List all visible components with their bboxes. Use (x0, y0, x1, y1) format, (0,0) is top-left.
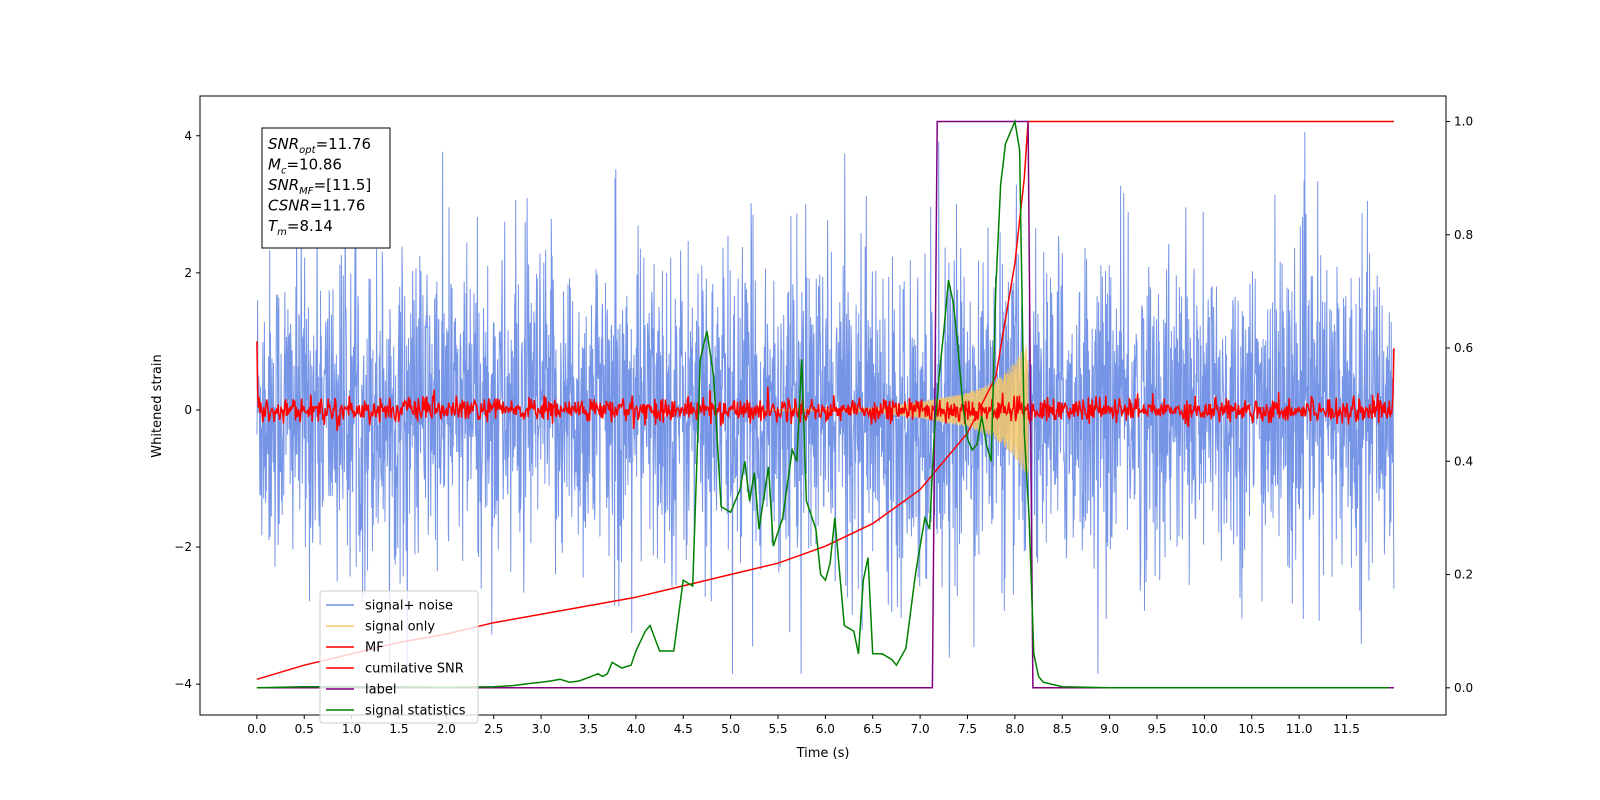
x-tick-label: 4.5 (674, 722, 693, 736)
y-axis-label: Whitened strain (150, 354, 165, 457)
annotation-symbol: CSNR (268, 197, 310, 215)
annotation-line: Tm=8.14 (268, 217, 333, 238)
y2-tick-label: 0.6 (1454, 341, 1473, 355)
x-tick-label: 2.5 (484, 722, 503, 736)
x-axis: 0.0 0.5 1.0 1.5 2.0 2.5 3.0 3.5 4.0 4.5 5.0 5.5 6.0 6… (247, 715, 1360, 736)
series-mf (256, 341, 1395, 431)
series-signal-statistics (256, 118, 1390, 689)
series-signal-noise (256, 132, 1395, 674)
y2-tick-label: 0.0 (1454, 681, 1473, 695)
x-tick-label: 11.5 (1333, 722, 1360, 736)
annotation-frame (261, 127, 391, 249)
annotation-subscript: opt (299, 145, 316, 156)
annotation-symbol: M (268, 156, 281, 174)
y2-tick-label: 0.4 (1454, 454, 1473, 468)
annotation-value: =11.76 (316, 135, 372, 153)
x-tick-label: 1.0 (342, 722, 361, 736)
annotation-line: SNRopt=11.76 (268, 135, 371, 156)
y-tick-label: 0 (184, 403, 192, 417)
x-axis-label: Time (s) (796, 746, 850, 761)
x-tick-label: 3.5 (579, 722, 598, 736)
x-tick-label: 5.5 (768, 722, 787, 736)
y-tick-label: −4 (174, 677, 192, 691)
legend-label: signal only (365, 620, 435, 635)
x-tick-label: 2.0 (437, 722, 456, 736)
x-tick-label: 5.0 (721, 722, 740, 736)
x-tick-label: 8.5 (1053, 722, 1072, 736)
legend-frame (319, 590, 479, 724)
annotation-value: =10.86 (286, 156, 342, 174)
annotation-lines: SNRopt=11.76Mc=10.86SNRMF=[11.5]CSNR=11.… (268, 135, 371, 238)
x-tick-label: 7.0 (911, 722, 930, 736)
annotation-line: SNRMF=[11.5] (268, 176, 371, 197)
x-tick-label: 10.5 (1238, 722, 1265, 736)
y-axis-left: 4 2 0 −2 −4 (174, 129, 200, 691)
x-tick-label: 7.5 (958, 722, 977, 736)
annotation-line: Mc=10.86 (268, 156, 342, 177)
annotation-symbol: T (268, 217, 279, 235)
annotation-subscript: m (277, 227, 287, 238)
y-axis-right: 1.0 0.8 0.6 0.4 0.2 0.0 (1446, 114, 1473, 695)
plot-frame (199, 95, 1447, 716)
annotation-symbol: SNR (268, 135, 299, 153)
legend: signal+ noise signal only MF cumilative SNR… (319, 590, 479, 724)
legend-label: cumilative SNR (365, 662, 464, 677)
x-tick-label: 1.5 (389, 722, 408, 736)
y2-tick-label: 0.8 (1454, 228, 1473, 242)
x-tick-label: 8.0 (1005, 722, 1024, 736)
x-tick-label: 6.5 (863, 722, 882, 736)
legend-label: signal statistics (365, 704, 466, 719)
annotation-subscript: MF (299, 186, 314, 197)
annotation-value: =[11.5] (314, 176, 372, 194)
x-tick-label: 3.0 (532, 722, 551, 736)
legend-label: signal+ noise (365, 599, 453, 614)
y-tick-label: −2 (174, 540, 192, 554)
annotation-line: CSNR=11.76 (268, 197, 365, 215)
legend-label: label (365, 683, 396, 698)
x-tick-label: 9.5 (1147, 722, 1166, 736)
y-tick-label: 2 (184, 266, 192, 280)
x-tick-label: 9.0 (1100, 722, 1119, 736)
annotation-box: SNRopt=11.76Mc=10.86SNRMF=[11.5]CSNR=11.… (261, 127, 391, 249)
annotation-value: =8.14 (287, 217, 333, 235)
x-tick-label: 4.0 (626, 722, 645, 736)
annotation-subscript: c (281, 166, 287, 177)
legend-label: MF (365, 641, 384, 656)
x-tick-label: 11.0 (1286, 722, 1313, 736)
x-tick-label: 0.5 (295, 722, 314, 736)
annotation-symbol: SNR (268, 176, 299, 194)
x-tick-label: 6.0 (816, 722, 835, 736)
annotation-value: =11.76 (310, 197, 366, 215)
y-tick-label: 4 (184, 129, 192, 143)
legend-entries: signal+ noise signal only MF cumilative SNR… (326, 599, 466, 719)
x-tick-label: 10.0 (1191, 722, 1218, 736)
x-tick-label: 0.0 (247, 722, 266, 736)
y2-tick-label: 1.0 (1454, 114, 1473, 128)
y2-tick-label: 0.2 (1454, 568, 1473, 582)
